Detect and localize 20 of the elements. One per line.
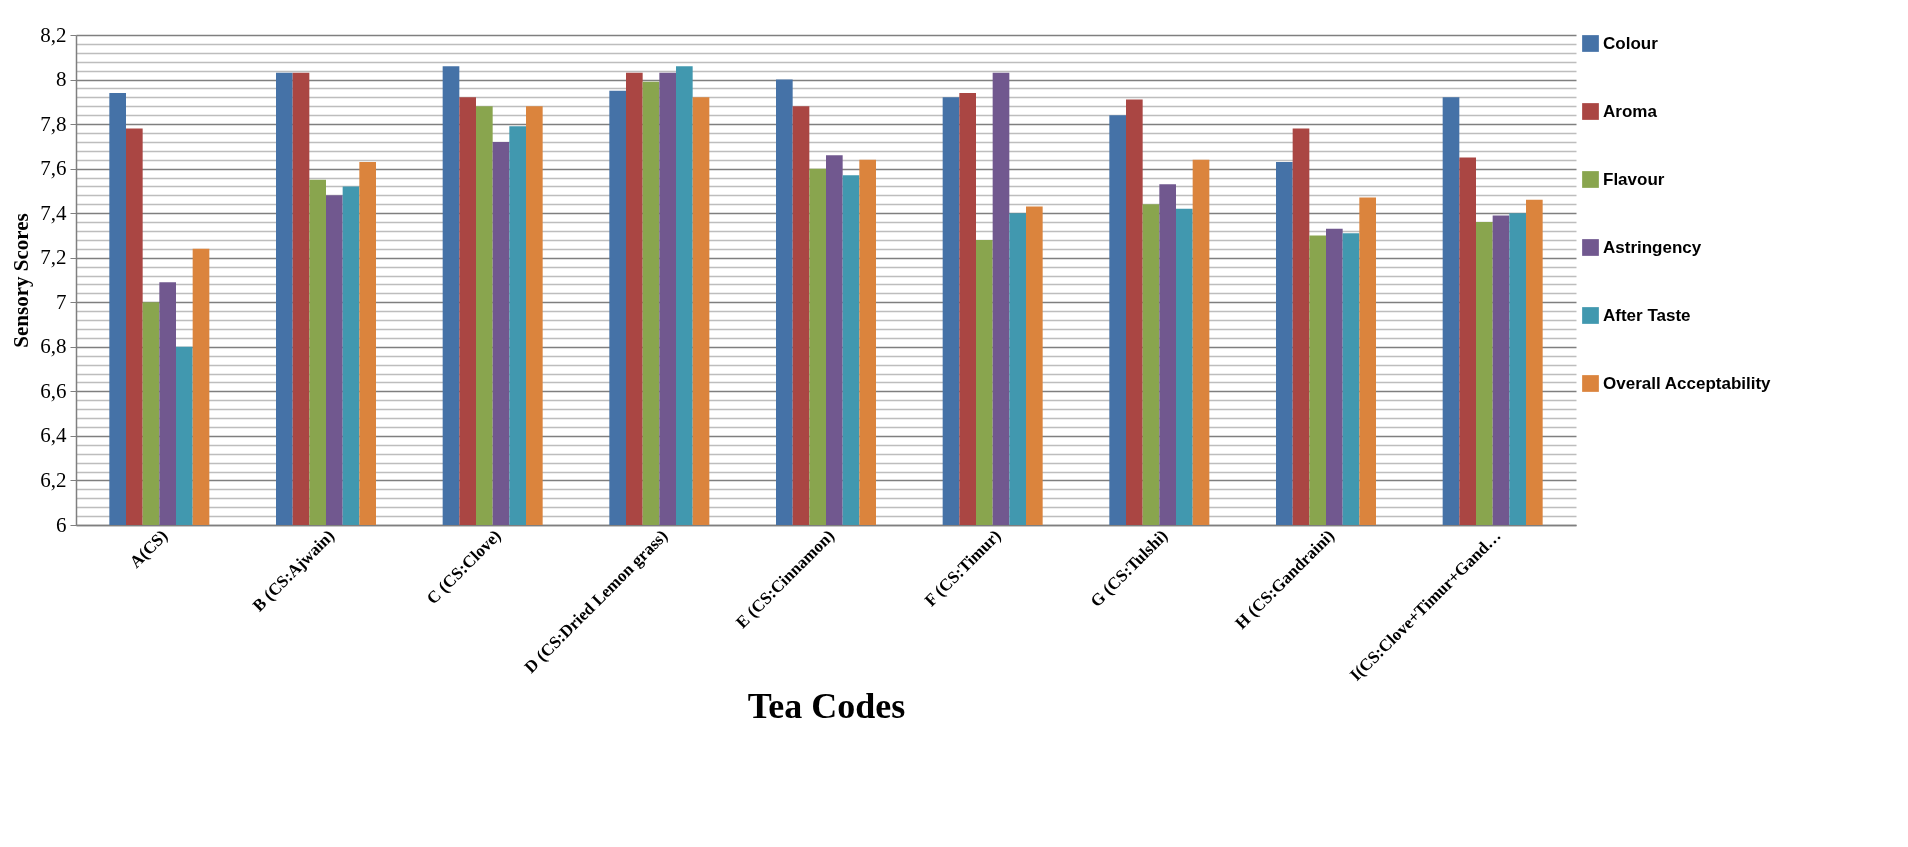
legend-label: Colour <box>1603 33 1659 53</box>
x-axis-title: Tea Codes <box>747 685 906 726</box>
y-tick-label: 8,2 <box>40 22 67 47</box>
y-tick-label: 6 <box>56 512 67 537</box>
y-tick-label: 8 <box>56 67 67 92</box>
legend-label: Astringency <box>1603 237 1702 257</box>
y-axis-title: Sensory Scores <box>9 213 34 348</box>
legend-label: After Taste <box>1603 305 1691 325</box>
y-tick-label: 6,6 <box>40 378 67 403</box>
y-tick-label: 7,6 <box>40 156 67 181</box>
y-tick-label: 7,2 <box>40 245 67 270</box>
legend-label: Aroma <box>1603 101 1658 121</box>
y-tick-label: 7,4 <box>40 200 67 225</box>
legend-label: Overall Acceptability <box>1603 373 1772 393</box>
y-tick-label: 6,4 <box>40 423 67 448</box>
y-tick-label: 6,8 <box>40 334 67 359</box>
y-tick-label: 6,2 <box>40 467 67 492</box>
legend-label: Flavour <box>1603 169 1665 189</box>
y-tick-label: 7,8 <box>40 111 67 136</box>
y-tick-label: 7 <box>56 289 67 314</box>
